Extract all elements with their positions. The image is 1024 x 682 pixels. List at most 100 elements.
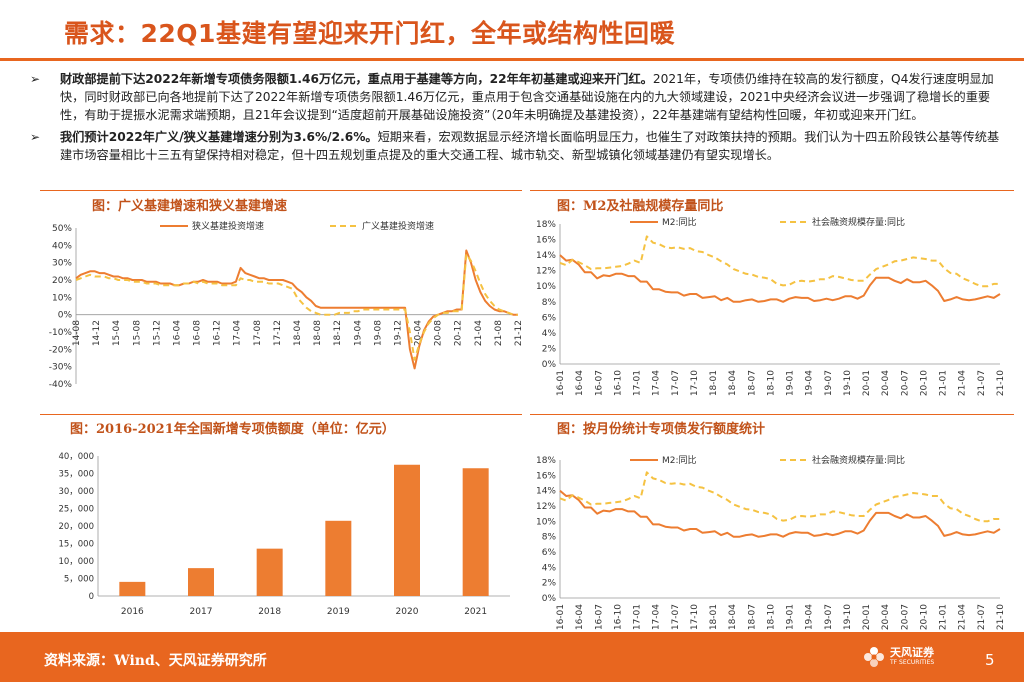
- x-tick-label: 20-04: [881, 604, 891, 630]
- y-tick-label: 30，000: [58, 487, 94, 497]
- x-tick-label: 16-04: [172, 320, 182, 346]
- series-line-solid: [75, 249, 518, 370]
- x-tick-label: 21-07: [977, 370, 987, 396]
- x-tick-label: 16-12: [213, 320, 223, 346]
- y-tick-label: 6%: [542, 548, 557, 558]
- y-tick-label: 30%: [52, 259, 72, 269]
- y-tick-label: 16%: [536, 236, 556, 246]
- chart3-top-rule: [40, 414, 522, 415]
- x-tick-label: 2018: [258, 607, 281, 617]
- bullet-bold-text: 财政部提前下达2022年新增专项债务限额1.46万亿元，重点用于基建等方向，22…: [60, 72, 653, 86]
- x-tick-label: 21-10: [996, 604, 1006, 630]
- chart2-top-rule: [530, 190, 1014, 191]
- x-tick-label: 15-04: [112, 320, 122, 346]
- y-tick-label: 6%: [542, 313, 557, 323]
- x-tick-label: 20-10: [919, 604, 929, 630]
- y-tick-label: 50%: [52, 224, 72, 234]
- bar: [462, 468, 489, 596]
- x-tick-label: 20-01: [862, 604, 872, 630]
- series-line-solid: [559, 489, 1001, 538]
- page-number: 5: [985, 651, 995, 669]
- x-tick-label: 16-01: [556, 370, 566, 396]
- x-tick-label: 19-08: [373, 320, 383, 346]
- x-tick-label: 17-04: [233, 320, 243, 346]
- x-tick-label: 21-04: [958, 370, 968, 396]
- x-tick-label: 16-10: [613, 604, 623, 630]
- x-tick-label: 18-12: [333, 320, 343, 346]
- x-tick-label: 16-04: [575, 604, 585, 630]
- x-tick-label: 18-08: [313, 320, 323, 346]
- y-tick-label: 10%: [52, 293, 72, 303]
- infra-growth-chart: 50% 40% 30% 20% 10% 0% -10% -20% -30% -40% 14-08 14…: [49, 220, 524, 390]
- y-tick-label: 0%: [58, 311, 73, 321]
- logo-subtitle: TF SECURITIES: [890, 659, 935, 666]
- x-tick-label: 19-07: [824, 604, 834, 630]
- y-tick-label: 10，000: [58, 557, 94, 567]
- y-tick-label: 0%: [542, 594, 557, 604]
- x-tick-label: 18-04: [728, 370, 738, 396]
- x-tick-label: 21-07: [977, 604, 987, 630]
- bullet-text: 短期来看，宏观数据显示经济增长面临明显压力，也催生了对政策扶持的预期。我们认为十…: [60, 130, 1000, 162]
- x-tick-label: 21-04: [474, 320, 484, 346]
- chart1-caption: 图：广义基建增速和狭义基建增速: [92, 199, 288, 214]
- x-tick-label: 19-04: [353, 320, 363, 346]
- x-tick-label: 2017: [190, 607, 213, 617]
- y-tick-label: 15，000: [58, 540, 94, 550]
- legend-label: 社会融资规模存量:同比: [812, 216, 905, 228]
- x-tick-label: 17-01: [633, 604, 643, 630]
- bar: [325, 520, 352, 596]
- x-tick-label: 16-01: [556, 604, 566, 630]
- bullet-text: 2021年，专项债仍维持在较高的发行额度，Q4发行速度明显加快，同时财政部已向各…: [60, 72, 994, 122]
- x-tick-label: 21-01: [939, 370, 949, 396]
- x-tick-label: 18-01: [709, 370, 719, 396]
- x-tick-label: 19-04: [805, 604, 815, 630]
- series-line-dashed: [559, 235, 1000, 288]
- y-tick-label: 40，000: [58, 452, 94, 462]
- y-tick-label: 14%: [536, 251, 556, 261]
- x-tick-label: 18-07: [747, 604, 757, 630]
- x-tick-label: 21-10: [996, 370, 1006, 396]
- x-tick-label: 15-12: [152, 320, 162, 346]
- x-tick-label: 15-08: [132, 320, 142, 346]
- y-tick-label: 20，000: [58, 522, 94, 532]
- x-tick-label: 16-07: [594, 370, 604, 396]
- y-tick-label: 8%: [542, 298, 557, 308]
- special-bond-bar-chart: 40，000 35，000 30，000 25，000 20，000 15，000 10，0…: [58, 452, 510, 617]
- x-tick-label: 19-10: [843, 604, 853, 630]
- x-tick-label: 18-10: [766, 370, 776, 396]
- x-tick-label: 18-04: [728, 604, 738, 630]
- x-tick-label: 19-04: [805, 370, 815, 396]
- x-tick-label: 16-08: [193, 320, 203, 346]
- x-tick-label: 20-07: [900, 604, 910, 630]
- legend-label: 社会融资规模存量:同比: [812, 454, 905, 466]
- company-logo: 天风证券 TF SECURITIES: [862, 645, 934, 669]
- legend-label: M2:同比: [662, 454, 697, 466]
- x-tick-label: 16-10: [613, 370, 623, 396]
- series-line-dashed: [559, 471, 1000, 523]
- bar: [394, 464, 420, 596]
- y-tick-label: 8%: [542, 533, 557, 543]
- y-tick-label: 12%: [536, 267, 556, 277]
- y-tick-label: 25，000: [58, 505, 94, 515]
- legend-label: 狭义基建投资增速: [192, 220, 264, 232]
- x-tick-label: 19-01: [786, 370, 796, 396]
- x-tick-label: 2020: [396, 607, 419, 617]
- y-tick-label: 10%: [536, 517, 556, 527]
- x-tick-label: 17-12: [273, 320, 283, 346]
- arrow-bullet-icon: ➢: [30, 72, 41, 86]
- x-tick-label: 18-07: [747, 370, 757, 396]
- x-tick-label: 20-04: [881, 370, 891, 396]
- title-divider: [0, 58, 1024, 61]
- bullet-bold-text: 我们预计2022年广义/狭义基建增速分别为3.6%/2.6%。: [60, 130, 378, 144]
- arrow-bullet-icon: ➢: [30, 130, 41, 144]
- source-note: 资料来源：Wind、天风证券研究所: [44, 653, 267, 669]
- m2-social-finance-chart: 18% 16% 14% 12% 10% 8% 6% 4% 2% 0%16-01 16-04 16-07…: [536, 216, 1006, 396]
- bullet-item: ➢ 我们预计2022年广义/狭义基建增速分别为3.6%/2.6%。短期来看，宏观…: [30, 128, 1010, 164]
- bar: [256, 548, 283, 596]
- y-tick-label: 20%: [52, 276, 72, 286]
- x-tick-label: 20-07: [900, 370, 910, 396]
- y-tick-label: 0: [89, 592, 94, 602]
- y-tick-label: -20%: [49, 345, 73, 355]
- x-tick-label: 21-04: [958, 604, 968, 630]
- x-tick-label: 21-01: [939, 604, 949, 630]
